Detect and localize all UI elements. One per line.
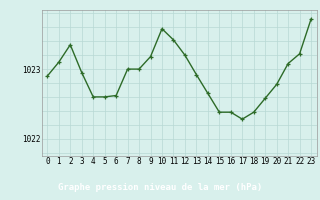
Text: Graphe pression niveau de la mer (hPa): Graphe pression niveau de la mer (hPa) [58, 183, 262, 192]
